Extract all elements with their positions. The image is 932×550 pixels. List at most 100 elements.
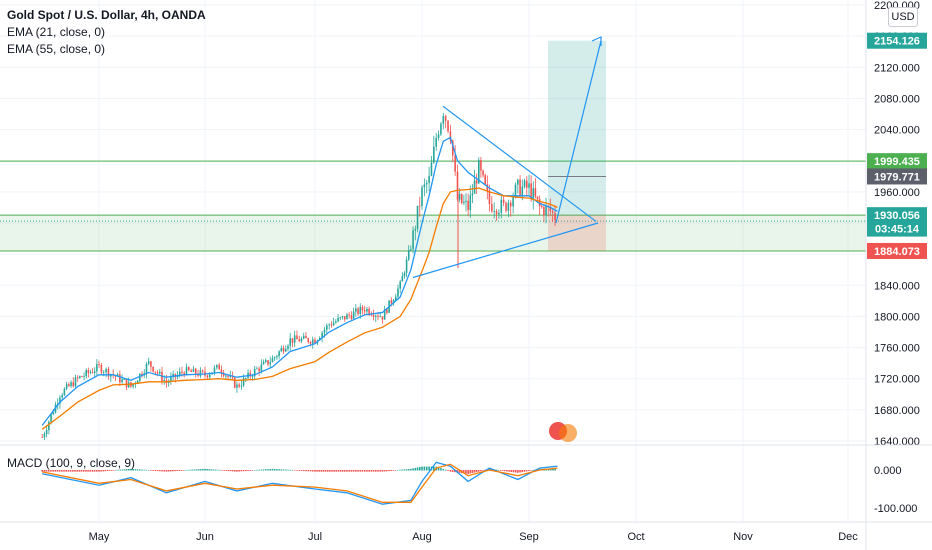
ema55-legend[interactable]: EMA (55, close, 0) — [7, 42, 106, 56]
candle-body — [337, 317, 339, 322]
candle-body — [284, 348, 287, 352]
macd-legend[interactable]: MACD (100, 9, close, 9) — [7, 456, 136, 470]
macd-histogram-bar — [440, 468, 442, 471]
macd-histogram-bar — [231, 470, 234, 472]
signal-line — [42, 463, 558, 503]
candle-body — [521, 186, 524, 196]
macd-histogram-bar — [197, 469, 200, 471]
candle-body — [83, 375, 85, 377]
candle-body — [363, 310, 366, 312]
candle-body — [258, 368, 260, 372]
candle-body — [156, 372, 159, 374]
macd-histogram-bar — [530, 470, 532, 471]
candle-body — [335, 321, 337, 323]
macd-histogram-bar — [421, 466, 423, 471]
candle-body — [45, 430, 48, 434]
macd-histogram-bar — [425, 466, 428, 471]
macd-histogram-bar — [428, 466, 430, 471]
candle-body — [278, 351, 280, 357]
macd-histogram-bar — [45, 470, 48, 472]
macd-histogram-bar — [106, 470, 109, 472]
candle-body — [458, 194, 461, 200]
macd-histogram-bar — [458, 470, 461, 473]
macd-histogram-bar — [318, 470, 321, 472]
macd-histogram-bar — [357, 470, 359, 472]
candle-body — [206, 375, 209, 378]
macd-histogram-bar — [418, 467, 421, 471]
candle-body — [76, 377, 79, 379]
candle-body — [341, 316, 344, 318]
currency-button[interactable]: USD — [888, 7, 918, 27]
candle-body — [61, 395, 63, 398]
macd-histogram-bar — [273, 468, 276, 471]
macd-histogram-bar — [258, 469, 260, 471]
macd-histogram-bar — [63, 470, 65, 472]
macd-histogram-bar — [329, 470, 331, 472]
macd-histogram-bar — [178, 470, 181, 471]
event-flag-icon — [559, 424, 577, 442]
candle-body — [107, 368, 110, 377]
candle-body — [59, 397, 61, 404]
candle-body — [52, 412, 55, 415]
macd-histogram-bar — [300, 470, 303, 471]
macd-histogram-bar — [414, 467, 417, 471]
candle-body — [305, 335, 307, 339]
macd-histogram-bar — [141, 469, 143, 471]
candle-body — [145, 363, 148, 374]
macd-histogram-bar — [320, 470, 323, 472]
price-label-badge — [867, 207, 927, 224]
price-tick-label: 1960.000 — [874, 187, 920, 199]
macd-histogram-bar — [219, 469, 221, 471]
candle-body — [194, 368, 197, 375]
target-zone — [548, 40, 606, 216]
macd-histogram-bar — [359, 470, 362, 472]
macd-histogram-bar — [462, 470, 465, 474]
macd-histogram-bar — [130, 468, 132, 471]
candle-body — [543, 206, 545, 216]
candle-body — [482, 170, 484, 176]
candle-body — [225, 375, 227, 377]
candle-body — [152, 366, 154, 372]
candle-body — [314, 339, 316, 344]
candle-body — [454, 155, 456, 172]
macd-histogram-bar — [554, 468, 556, 471]
candle-body — [105, 368, 107, 373]
candle-body — [240, 385, 243, 387]
macd-histogram-bar — [370, 470, 373, 472]
macd-histogram-bar — [206, 469, 208, 471]
macd-histogram-bar — [447, 470, 449, 471]
candle-body — [414, 228, 417, 231]
time-tick-label: May — [89, 531, 110, 543]
symbol-title[interactable]: Gold Spot / U.S. Dollar, 4h, OANDA — [7, 8, 206, 22]
macd-histogram-bar — [123, 469, 126, 471]
candle-body — [185, 367, 188, 375]
macd-histogram-bar — [433, 466, 435, 471]
candle-body — [199, 370, 202, 376]
chart-legend: Gold Spot / U.S. Dollar, 4h, OANDA EMA (… — [7, 7, 206, 58]
candle-body — [307, 338, 310, 343]
candle-body — [456, 171, 459, 200]
candle-body — [293, 335, 296, 343]
macd-histogram-bar — [335, 470, 338, 472]
macd-histogram-bar — [236, 470, 238, 472]
price-label-text: 1930.056 — [874, 210, 920, 222]
candle-body — [227, 375, 229, 377]
price-tick-label: 1840.000 — [874, 280, 920, 292]
time-tick-label: Jun — [196, 531, 214, 543]
candle-body — [339, 317, 342, 319]
macd-histogram-bar — [512, 470, 515, 473]
macd-histogram-bar — [399, 469, 401, 471]
macd-histogram-bar — [167, 470, 170, 472]
ema21-legend[interactable]: EMA (21, close, 0) — [7, 25, 106, 39]
candle-body — [486, 184, 489, 191]
candle-body — [309, 342, 312, 344]
macd-histogram-bar — [163, 470, 166, 472]
macd-histogram-bar — [497, 469, 499, 471]
macd-histogram-bar — [119, 469, 122, 471]
candle-body — [449, 131, 452, 141]
candle-body — [74, 377, 77, 387]
macd-histogram-bar — [69, 470, 72, 472]
candle-body — [276, 356, 278, 358]
